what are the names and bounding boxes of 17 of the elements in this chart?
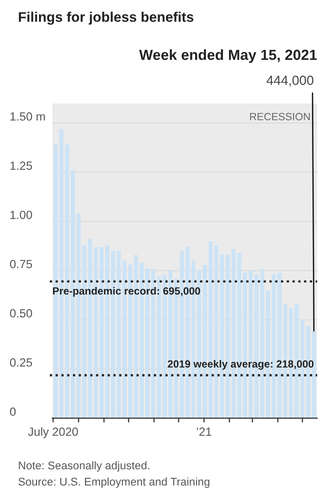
band-label: RECESSION xyxy=(250,112,310,120)
text: Week ended May 15, 2021 xyxy=(139,49,317,63)
text: 444,000 xyxy=(266,76,314,87)
source-note: Source: U.S. Employment and Training xyxy=(18,477,210,488)
y-tick-label: 1.50 m xyxy=(10,112,45,121)
ref-line-label: 2019 weekly average: 218,000 xyxy=(168,360,314,370)
x-tick-label: ’21 xyxy=(196,428,212,436)
x-tick-label: July 2020 xyxy=(28,427,78,438)
y-tick-label: 1.25 xyxy=(10,162,32,170)
y-tick-label: 0.50 xyxy=(10,309,32,318)
y-tick-label: 1.00 xyxy=(10,210,32,220)
ref-line-label: Pre-pandemic record: 695,000 xyxy=(53,286,200,297)
chart-title: Filings for jobless benefits xyxy=(18,12,194,25)
text: Note: Seasonally adjusted. xyxy=(18,461,150,472)
y-tick-label: 0.25 xyxy=(10,358,32,367)
y-tick-label: 0.75 xyxy=(10,260,32,268)
y-tick-label: 0 xyxy=(10,408,16,416)
